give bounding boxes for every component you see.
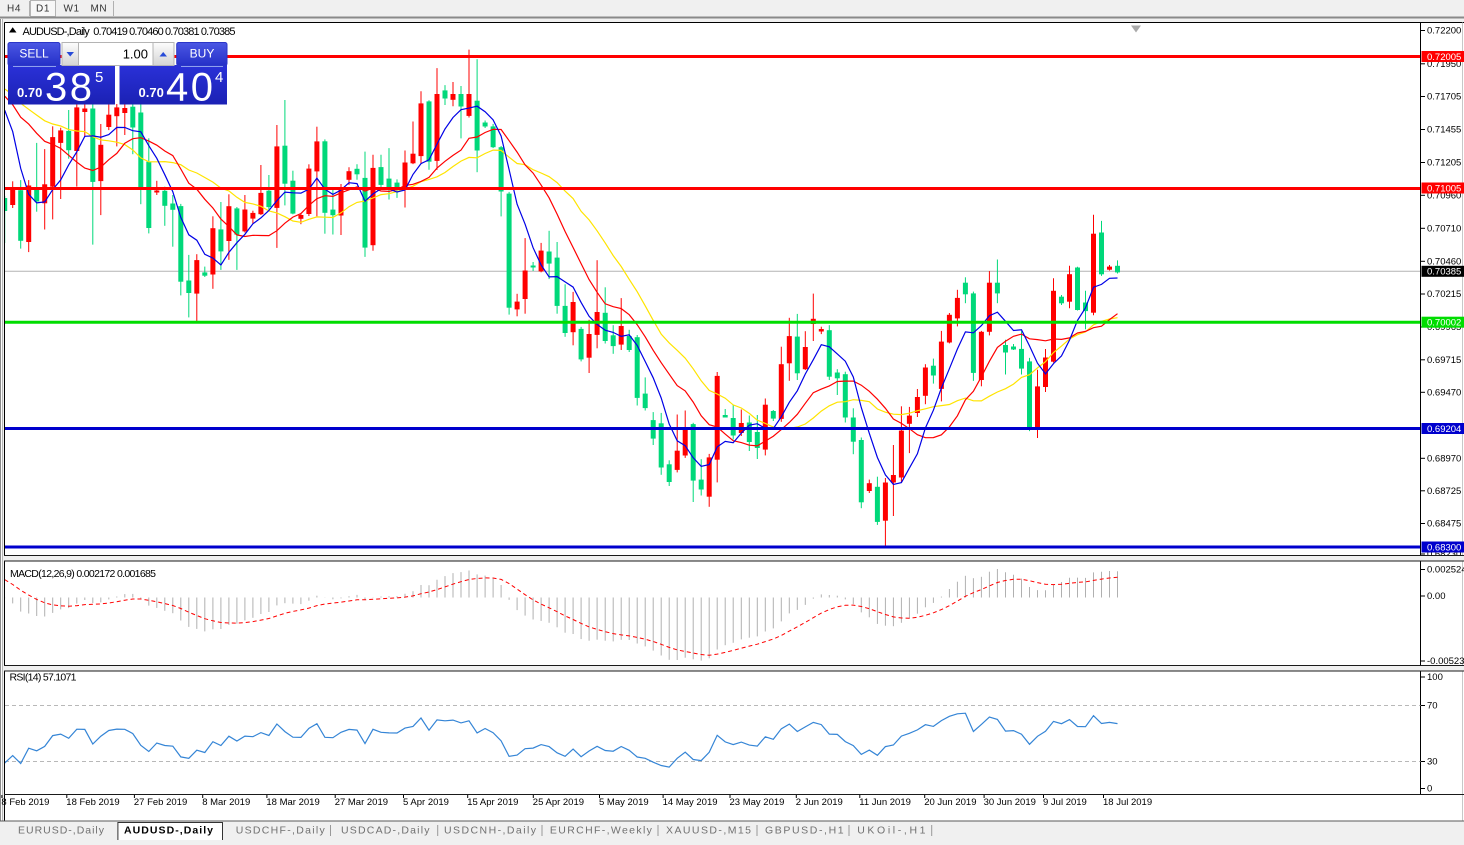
svg-text:0.68725: 0.68725 (1427, 486, 1461, 497)
svg-text:0.69470: 0.69470 (1427, 388, 1461, 399)
svg-text:0.72200: 0.72200 (1427, 26, 1461, 37)
svg-text:0.70: 0.70 (139, 85, 164, 100)
svg-text:0.70385: 0.70385 (1427, 267, 1461, 278)
svg-text:0.68970: 0.68970 (1427, 454, 1461, 465)
svg-text:8 Mar 2019: 8 Mar 2019 (202, 797, 250, 808)
svg-text:GBPUSD-,H1: GBPUSD-,H1 (765, 825, 844, 837)
svg-text:0.69204: 0.69204 (1427, 424, 1461, 435)
svg-text:MACD(12,26,9) 0.002172 0.00168: MACD(12,26,9) 0.002172 0.001685 (10, 568, 156, 580)
svg-text:EURCHF-,Weekly: EURCHF-,Weekly (550, 825, 653, 837)
svg-text:0.71005: 0.71005 (1427, 183, 1461, 194)
svg-text:4: 4 (215, 69, 223, 86)
svg-text:SELL: SELL (19, 47, 49, 61)
svg-text:70: 70 (1427, 701, 1438, 712)
svg-text:100: 100 (1427, 672, 1443, 683)
svg-text:5 Apr 2019: 5 Apr 2019 (403, 797, 449, 808)
svg-text:0.71705: 0.71705 (1427, 92, 1461, 103)
svg-text:0.69715: 0.69715 (1427, 355, 1461, 366)
svg-text:XAUUSD-,M15: XAUUSD-,M15 (666, 825, 751, 837)
svg-text:D1: D1 (36, 4, 50, 15)
svg-text:30 Jun 2019: 30 Jun 2019 (984, 797, 1036, 808)
svg-text:0.68475: 0.68475 (1427, 519, 1461, 530)
svg-text:USDCAD-,Daily: USDCAD-,Daily (341, 825, 430, 837)
svg-text:27 Mar 2019: 27 Mar 2019 (335, 797, 388, 808)
svg-text:14 May 2019: 14 May 2019 (663, 797, 718, 808)
svg-text:AUDUSD-,Daily 0.70419 0.70460: AUDUSD-,Daily 0.70419 0.70460 0.70381 0.… (23, 26, 236, 38)
svg-text:USDCNH-,Daily: USDCNH-,Daily (444, 825, 537, 837)
svg-text:0.71205: 0.71205 (1427, 158, 1461, 169)
svg-text:0.71455: 0.71455 (1427, 125, 1461, 136)
svg-text:11 Jun 2019: 11 Jun 2019 (859, 797, 911, 808)
svg-text:EURUSD-,Daily: EURUSD-,Daily (18, 825, 105, 837)
svg-text:5 May 2019: 5 May 2019 (599, 797, 649, 808)
svg-text:AUDUSD-,Daily: AUDUSD-,Daily (124, 825, 213, 837)
svg-text:5: 5 (95, 69, 103, 86)
svg-text:0.00: 0.00 (1427, 591, 1446, 602)
svg-text:0.70710: 0.70710 (1427, 224, 1461, 235)
svg-text:0.70: 0.70 (17, 85, 42, 100)
svg-text:9 Jul 2019: 9 Jul 2019 (1043, 797, 1087, 808)
svg-text:23 May 2019: 23 May 2019 (730, 797, 785, 808)
svg-text:18 Feb 2019: 18 Feb 2019 (66, 797, 119, 808)
svg-text:0.70002: 0.70002 (1427, 318, 1461, 329)
svg-text:0.68300: 0.68300 (1427, 542, 1461, 553)
svg-text:18 Mar 2019: 18 Mar 2019 (266, 797, 319, 808)
svg-text:RSI(14) 57.1071: RSI(14) 57.1071 (10, 672, 77, 684)
svg-text:MN: MN (91, 4, 108, 15)
svg-text:0: 0 (1427, 784, 1432, 795)
svg-text:27 Feb 2019: 27 Feb 2019 (134, 797, 187, 808)
svg-text:20 Jun 2019: 20 Jun 2019 (924, 797, 976, 808)
svg-text:8 Feb 2019: 8 Feb 2019 (1, 797, 49, 808)
svg-text:USDCHF-,Daily: USDCHF-,Daily (236, 825, 326, 837)
svg-text:2 Jun 2019: 2 Jun 2019 (796, 797, 843, 808)
svg-text:18 Jul 2019: 18 Jul 2019 (1103, 797, 1152, 808)
svg-text:W1: W1 (64, 4, 80, 15)
svg-text:0.70215: 0.70215 (1427, 289, 1461, 300)
svg-text:0.72005: 0.72005 (1427, 52, 1461, 63)
svg-text:H4: H4 (7, 4, 21, 15)
svg-text:30: 30 (1427, 757, 1438, 768)
svg-text:1.00: 1.00 (123, 47, 148, 62)
svg-text:BUY: BUY (190, 47, 215, 61)
svg-text:25 Apr 2019: 25 Apr 2019 (533, 797, 584, 808)
svg-text:15 Apr 2019: 15 Apr 2019 (467, 797, 518, 808)
svg-text:0.002524: 0.002524 (1427, 565, 1464, 576)
